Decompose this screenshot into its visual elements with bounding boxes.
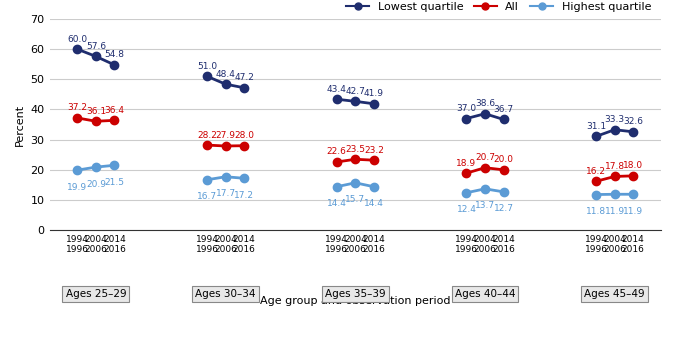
Text: 28.2: 28.2	[197, 131, 217, 140]
Text: 23.2: 23.2	[364, 146, 384, 155]
Text: 33.3: 33.3	[604, 115, 625, 124]
Text: 20.9: 20.9	[86, 180, 106, 188]
Text: 14.4: 14.4	[364, 199, 384, 208]
Text: 18.9: 18.9	[456, 158, 477, 168]
Text: 36.4: 36.4	[104, 106, 124, 115]
Text: 54.8: 54.8	[104, 50, 124, 59]
Legend: Lowest quartile, All, Highest quartile: Lowest quartile, All, Highest quartile	[342, 0, 656, 16]
Text: 57.6: 57.6	[86, 42, 106, 51]
Text: Ages 25–29: Ages 25–29	[66, 289, 126, 299]
Text: 17.7: 17.7	[216, 189, 236, 198]
Text: 36.1: 36.1	[86, 107, 106, 116]
Text: 37.0: 37.0	[456, 104, 477, 113]
Text: 13.7: 13.7	[475, 201, 495, 210]
Text: 60.0: 60.0	[68, 35, 87, 44]
Text: 47.2: 47.2	[234, 73, 254, 82]
Text: 14.4: 14.4	[327, 199, 347, 208]
Text: Ages 30–34: Ages 30–34	[195, 289, 256, 299]
Text: 12.7: 12.7	[493, 205, 514, 213]
X-axis label: Age group and observation period: Age group and observation period	[260, 296, 450, 306]
Text: 23.5: 23.5	[345, 145, 365, 154]
Text: 38.6: 38.6	[475, 99, 495, 108]
Text: 12.4: 12.4	[456, 205, 477, 214]
Text: 17.8: 17.8	[604, 162, 625, 171]
Text: Ages 40–44: Ages 40–44	[455, 289, 515, 299]
Text: 16.2: 16.2	[586, 167, 606, 176]
Text: Ages 35–39: Ages 35–39	[325, 289, 385, 299]
Text: 18.0: 18.0	[623, 161, 644, 170]
Text: 19.9: 19.9	[68, 183, 87, 192]
Text: 27.9: 27.9	[216, 132, 235, 140]
Text: 15.7: 15.7	[345, 195, 365, 204]
Text: 22.6: 22.6	[327, 147, 347, 156]
Text: 17.2: 17.2	[234, 191, 254, 200]
Text: 11.9: 11.9	[623, 207, 644, 216]
Text: 32.6: 32.6	[623, 117, 643, 126]
Text: 41.9: 41.9	[364, 89, 384, 98]
Text: 51.0: 51.0	[197, 62, 217, 71]
Text: 48.4: 48.4	[216, 69, 235, 79]
Text: 11.9: 11.9	[604, 207, 625, 216]
Text: 21.5: 21.5	[104, 178, 124, 187]
Text: 28.0: 28.0	[234, 131, 254, 140]
Text: 37.2: 37.2	[68, 103, 87, 112]
Text: 43.4: 43.4	[327, 85, 347, 94]
Text: 36.7: 36.7	[493, 105, 514, 114]
Text: 42.7: 42.7	[345, 87, 365, 96]
Text: 20.0: 20.0	[493, 155, 514, 164]
Text: 20.7: 20.7	[475, 153, 495, 162]
Text: 11.8: 11.8	[586, 207, 606, 216]
Text: 31.1: 31.1	[586, 122, 606, 131]
Text: Ages 45–49: Ages 45–49	[584, 289, 645, 299]
Text: 16.7: 16.7	[197, 192, 217, 201]
Y-axis label: Percent: Percent	[15, 104, 25, 146]
